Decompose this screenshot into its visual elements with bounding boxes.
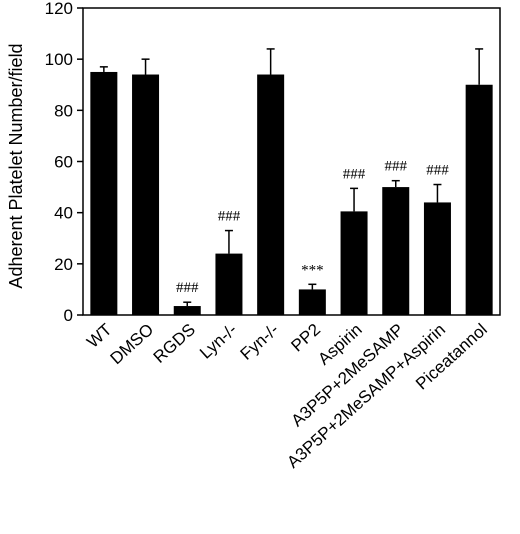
y-tick-label-5: 100 bbox=[45, 50, 73, 69]
category-label-2: RGDS bbox=[150, 320, 199, 367]
y-tick-label-2: 40 bbox=[54, 204, 73, 223]
annotation-8: ### bbox=[426, 163, 449, 179]
axes: 0 20 40 60 80 100 120 bbox=[45, 0, 501, 325]
annotation-6: ### bbox=[343, 166, 366, 182]
bar-8 bbox=[423, 202, 451, 315]
annotation-2: ### bbox=[176, 280, 199, 296]
bar-3 bbox=[215, 253, 243, 315]
bars: ### ### *** ### ### ### bbox=[90, 48, 493, 316]
bar-9 bbox=[465, 84, 493, 315]
bar-2 bbox=[173, 306, 201, 315]
y-tick-label-0: 0 bbox=[64, 306, 73, 325]
category-label-4: Fyn-/- bbox=[237, 320, 283, 364]
annotation-7: ### bbox=[385, 159, 408, 175]
bar-1 bbox=[132, 74, 160, 316]
annotation-5: *** bbox=[301, 262, 324, 278]
category-label-1: DMSO bbox=[107, 320, 158, 368]
bar-0 bbox=[90, 71, 118, 315]
y-axis-title: Adherent Platelet Number/field bbox=[6, 43, 26, 288]
bar-7 bbox=[382, 187, 410, 315]
bar-5 bbox=[298, 289, 326, 315]
bar-4 bbox=[257, 74, 285, 316]
category-label-3: Lyn-/- bbox=[196, 320, 241, 363]
y-tick-label-3: 60 bbox=[54, 153, 73, 172]
y-tick-label-4: 80 bbox=[54, 101, 73, 120]
y-tick-label-1: 20 bbox=[54, 255, 73, 274]
annotation-3: ### bbox=[218, 209, 241, 225]
bar-6 bbox=[340, 211, 368, 315]
category-label-0: WT bbox=[83, 320, 115, 352]
y-tick-label-6: 120 bbox=[45, 0, 73, 18]
